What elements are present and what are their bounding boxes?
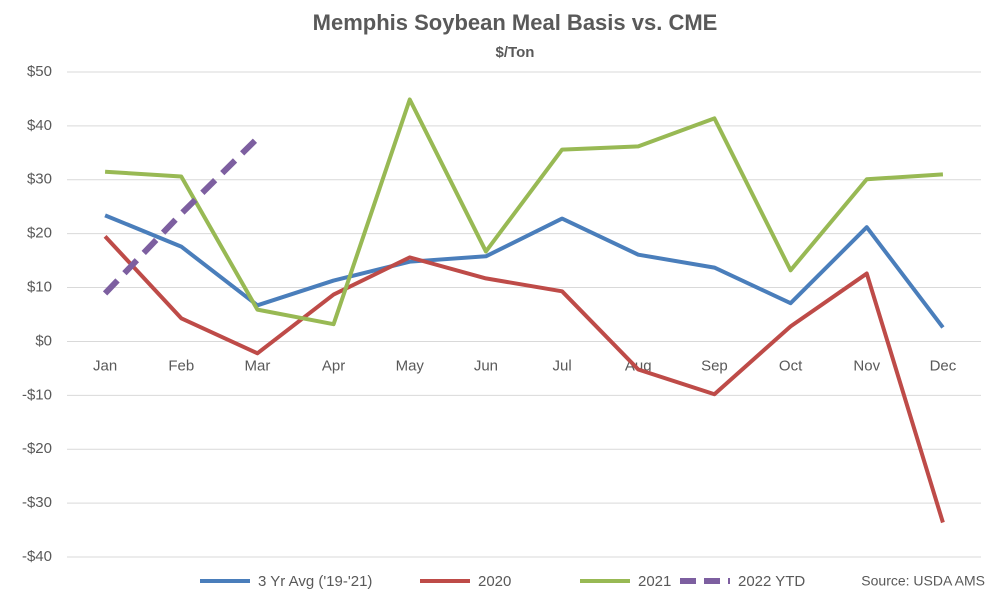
series-line xyxy=(104,97,944,327)
legend-label: 2020 xyxy=(478,573,511,590)
source-note: Source: USDA AMS xyxy=(861,573,985,589)
y-tick-label: $40 xyxy=(27,117,52,134)
legend-label: 2022 YTD xyxy=(738,573,805,590)
x-tick-label: Dec xyxy=(930,357,957,374)
y-tick-label: $20 xyxy=(27,225,52,242)
y-tick-label: $30 xyxy=(27,171,52,188)
y-tick-label: $0 xyxy=(35,332,52,349)
x-tick-label: Apr xyxy=(322,357,345,374)
series-line xyxy=(102,136,260,296)
legend-label: 2021 xyxy=(638,573,671,590)
legend-label: 3 Yr Avg ('19-'21) xyxy=(258,573,372,590)
chart-title: Memphis Soybean Meal Basis vs. CME xyxy=(313,10,718,35)
x-tick-label: Nov xyxy=(853,357,880,374)
x-tick-label: Sep xyxy=(701,357,728,374)
series-line xyxy=(103,234,945,524)
y-tick-label: $50 xyxy=(27,63,52,80)
x-tick-label: Jun xyxy=(474,357,498,374)
y-tick-label: -$30 xyxy=(22,494,52,511)
y-tick-label: $10 xyxy=(27,279,52,296)
series-line xyxy=(104,213,945,329)
x-tick-label: Jul xyxy=(552,357,571,374)
x-tick-label: Oct xyxy=(779,357,803,374)
y-tick-label: -$20 xyxy=(22,440,52,457)
x-tick-label: Jan xyxy=(93,357,117,374)
y-tick-label: -$10 xyxy=(22,386,52,403)
chart-subtitle: $/Ton xyxy=(496,44,535,61)
y-tick-label: -$40 xyxy=(22,548,52,565)
x-tick-label: May xyxy=(396,357,425,374)
x-tick-label: Feb xyxy=(168,357,194,374)
x-tick-label: Mar xyxy=(244,357,270,374)
